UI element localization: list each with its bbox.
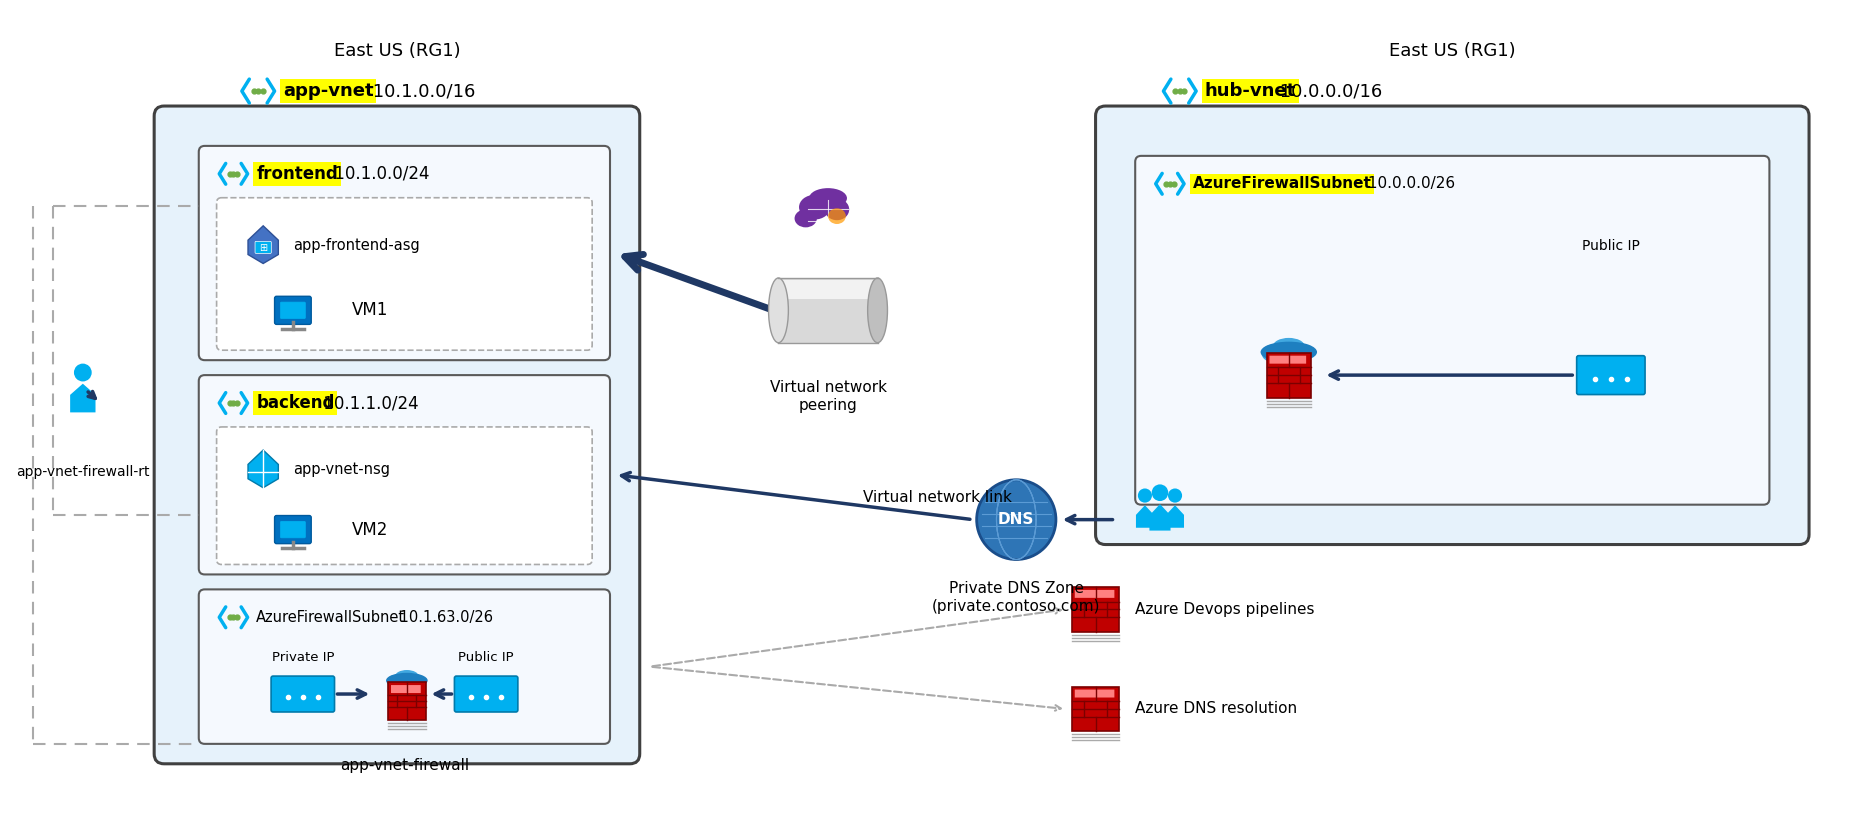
FancyBboxPatch shape (154, 106, 639, 764)
Circle shape (1136, 488, 1151, 503)
FancyBboxPatch shape (1096, 106, 1809, 545)
Text: Public IP: Public IP (1580, 238, 1640, 252)
Text: East US (RG1): East US (RG1) (1389, 43, 1515, 61)
Text: ⊞: ⊞ (258, 243, 267, 253)
Ellipse shape (1289, 346, 1307, 363)
FancyBboxPatch shape (254, 242, 271, 253)
Text: Virtual network
peering: Virtual network peering (769, 380, 886, 413)
Circle shape (1151, 484, 1168, 501)
Circle shape (74, 364, 91, 382)
Ellipse shape (386, 675, 401, 688)
Ellipse shape (386, 672, 427, 688)
FancyBboxPatch shape (455, 676, 518, 712)
FancyBboxPatch shape (280, 522, 305, 538)
Text: VM1: VM1 (353, 301, 388, 319)
Text: DNS: DNS (997, 512, 1034, 527)
Text: app-vnet-firewall: app-vnet-firewall (340, 758, 468, 773)
Polygon shape (247, 226, 279, 264)
Ellipse shape (1259, 342, 1317, 363)
Ellipse shape (867, 278, 888, 342)
Ellipse shape (407, 676, 420, 688)
FancyBboxPatch shape (388, 682, 425, 720)
FancyBboxPatch shape (1071, 587, 1118, 631)
Polygon shape (247, 450, 279, 488)
Text: Azure DNS resolution: Azure DNS resolution (1135, 702, 1296, 717)
Ellipse shape (396, 670, 418, 682)
Polygon shape (1149, 504, 1170, 531)
Circle shape (977, 480, 1055, 559)
Ellipse shape (1261, 345, 1281, 362)
Text: app-frontend-asg: app-frontend-asg (293, 238, 420, 253)
Text: VM2: VM2 (353, 521, 388, 539)
Text: app-vnet-nsg: app-vnet-nsg (293, 462, 390, 477)
Text: backend: backend (256, 394, 334, 412)
Ellipse shape (1274, 351, 1298, 369)
Text: frontend: frontend (256, 165, 338, 183)
Ellipse shape (396, 679, 414, 693)
FancyBboxPatch shape (275, 515, 312, 544)
Text: Private DNS Zone
(private.contoso.com): Private DNS Zone (private.contoso.com) (932, 581, 1099, 613)
Polygon shape (1166, 505, 1183, 527)
FancyBboxPatch shape (1071, 686, 1118, 731)
Ellipse shape (828, 208, 845, 224)
Text: AzureFirewallSubnet: AzureFirewallSubnet (256, 610, 405, 625)
Text: hub-vnet: hub-vnet (1203, 82, 1294, 100)
Text: app-vnet: app-vnet (282, 82, 373, 100)
Text: AzureFirewallSubnet: AzureFirewallSubnet (1192, 176, 1370, 192)
Bar (778, 278, 877, 342)
Ellipse shape (825, 199, 849, 220)
Bar (778, 280, 877, 300)
Ellipse shape (769, 278, 787, 342)
Ellipse shape (1272, 338, 1304, 355)
FancyBboxPatch shape (217, 427, 592, 564)
FancyBboxPatch shape (199, 590, 609, 744)
Text: 10.1.1.0/24: 10.1.1.0/24 (318, 394, 418, 412)
Ellipse shape (808, 188, 847, 208)
FancyBboxPatch shape (1577, 355, 1643, 395)
FancyBboxPatch shape (271, 676, 334, 712)
FancyBboxPatch shape (1073, 690, 1114, 698)
Ellipse shape (795, 210, 817, 228)
FancyBboxPatch shape (1268, 355, 1305, 364)
Text: Virtual network link: Virtual network link (862, 491, 1010, 505)
Polygon shape (71, 383, 95, 413)
Text: 10.0.0.0/16: 10.0.0.0/16 (1274, 82, 1382, 100)
FancyBboxPatch shape (199, 375, 609, 574)
Polygon shape (1135, 505, 1153, 527)
FancyBboxPatch shape (1266, 353, 1311, 397)
Text: Private IP: Private IP (271, 650, 334, 663)
Text: East US (RG1): East US (RG1) (334, 43, 461, 61)
Ellipse shape (799, 195, 830, 219)
Text: Azure Devops pipelines: Azure Devops pipelines (1135, 602, 1315, 617)
FancyBboxPatch shape (217, 197, 592, 351)
Text: 10.0.0.0/26: 10.0.0.0/26 (1363, 176, 1454, 192)
FancyBboxPatch shape (275, 296, 312, 324)
FancyBboxPatch shape (280, 302, 305, 319)
FancyBboxPatch shape (1073, 590, 1114, 598)
Text: Public IP: Public IP (459, 650, 514, 663)
Text: app-vnet-firewall-rt: app-vnet-firewall-rt (17, 465, 150, 479)
FancyBboxPatch shape (1135, 156, 1768, 505)
Text: 10.1.63.0/26: 10.1.63.0/26 (396, 610, 492, 625)
FancyBboxPatch shape (390, 685, 420, 693)
Circle shape (1168, 488, 1181, 503)
Text: 10.1.0.0/16: 10.1.0.0/16 (368, 82, 475, 100)
Text: 10.1.0.0/24: 10.1.0.0/24 (329, 165, 429, 183)
FancyBboxPatch shape (199, 146, 609, 360)
